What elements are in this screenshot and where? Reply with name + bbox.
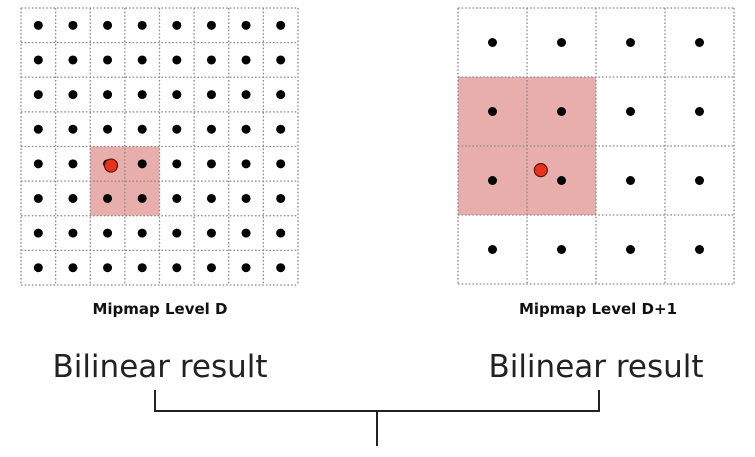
- texel-dot: [276, 159, 285, 168]
- texel-dot: [34, 263, 43, 272]
- texel-dot: [242, 194, 251, 203]
- texel-dot: [172, 125, 181, 134]
- texel-dot: [103, 90, 112, 99]
- texel-dot: [207, 194, 216, 203]
- texel-dot: [68, 55, 77, 64]
- texel-dot: [172, 263, 181, 272]
- texel-dot: [34, 90, 43, 99]
- texel-dot: [242, 229, 251, 238]
- texel-dot: [488, 245, 497, 254]
- texel-dot: [103, 194, 112, 203]
- texel-dot: [34, 229, 43, 238]
- texel-dot: [626, 176, 635, 185]
- bilinear-result-left-label: Bilinear result: [52, 349, 267, 385]
- texel-dot: [172, 90, 181, 99]
- texel-dot: [138, 90, 147, 99]
- texel-dot: [68, 90, 77, 99]
- texel-dot: [172, 55, 181, 64]
- texel-dot: [138, 55, 147, 64]
- combine-bracket: [155, 390, 599, 446]
- texel-dot: [207, 55, 216, 64]
- texel-dot: [34, 55, 43, 64]
- texel-dot: [276, 125, 285, 134]
- texel-dot: [207, 90, 216, 99]
- texel-dot: [557, 245, 566, 254]
- texel-dot: [138, 21, 147, 30]
- texel-dot: [276, 90, 285, 99]
- texel-dot: [242, 21, 251, 30]
- texel-dot: [34, 125, 43, 134]
- texel-dot: [34, 159, 43, 168]
- bracket-bar: [155, 390, 599, 411]
- texel-dot: [242, 159, 251, 168]
- texel-dot: [207, 159, 216, 168]
- texel-dot: [488, 107, 497, 116]
- texel-dot: [242, 125, 251, 134]
- texel-dot: [103, 55, 112, 64]
- texel-dot: [103, 21, 112, 30]
- texel-dot: [242, 263, 251, 272]
- texel-dot: [34, 194, 43, 203]
- texel-dot: [557, 38, 566, 47]
- texel-dot: [276, 194, 285, 203]
- texel-dot: [207, 21, 216, 30]
- texel-dot: [276, 229, 285, 238]
- texel-dot: [242, 90, 251, 99]
- mipmap-level-d-label: Mipmap Level D: [92, 300, 227, 318]
- texel-dot: [34, 21, 43, 30]
- texel-dot: [68, 159, 77, 168]
- texel-dot: [695, 107, 704, 116]
- texel-dot: [172, 159, 181, 168]
- texel-dot: [276, 21, 285, 30]
- mipmap-level-d1-label: Mipmap Level D+1: [519, 300, 677, 318]
- texel-dot: [626, 245, 635, 254]
- texel-dot: [207, 125, 216, 134]
- texel-dot: [207, 229, 216, 238]
- texel-dot: [276, 55, 285, 64]
- sample-point: [534, 164, 547, 177]
- texel-dot: [68, 263, 77, 272]
- texel-dot: [103, 263, 112, 272]
- texel-dot: [695, 245, 704, 254]
- texel-dot: [626, 38, 635, 47]
- texel-dot: [68, 21, 77, 30]
- texel-dot: [276, 263, 285, 272]
- texel-dot: [172, 194, 181, 203]
- texel-dot: [695, 176, 704, 185]
- texel-dot: [172, 21, 181, 30]
- texel-dot: [68, 125, 77, 134]
- texel-dot: [138, 125, 147, 134]
- texel-dot: [138, 263, 147, 272]
- texel-dot: [138, 194, 147, 203]
- texel-dot: [103, 229, 112, 238]
- texel-dot: [68, 194, 77, 203]
- mipmap-level-d1-grid: [458, 8, 734, 284]
- texel-dot: [488, 176, 497, 185]
- texel-dot: [68, 229, 77, 238]
- texel-dot: [557, 176, 566, 185]
- texel-dot: [207, 263, 216, 272]
- texel-dot: [695, 38, 704, 47]
- mipmap-level-d-grid: [21, 8, 298, 285]
- texel-dot: [138, 159, 147, 168]
- texel-dot: [242, 55, 251, 64]
- bilinear-result-right-label: Bilinear result: [488, 349, 703, 385]
- texel-dot: [103, 125, 112, 134]
- texel-dot: [557, 107, 566, 116]
- texel-dot: [138, 229, 147, 238]
- texel-dot: [172, 229, 181, 238]
- texel-dot: [488, 38, 497, 47]
- sample-point: [105, 159, 118, 172]
- texel-dot: [626, 107, 635, 116]
